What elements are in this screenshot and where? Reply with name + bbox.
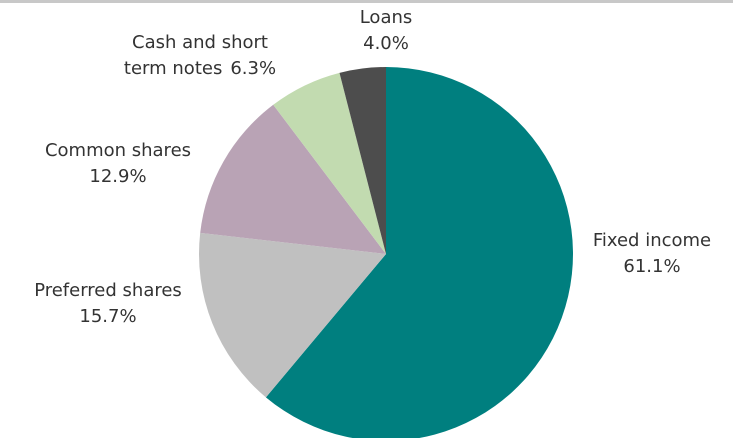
pie-slice [339,67,386,254]
value-label: 15.7% [79,306,137,327]
value-label: 12.9% [89,166,147,187]
value-label: 61.1% [623,256,681,277]
pie-slice [265,67,573,438]
category-label: Preferred shares [34,280,182,301]
slice-label: Cash and short term notes 6.3% [110,30,290,82]
category-label: Common shares [44,140,192,161]
pie-slice [273,72,386,255]
slice-label: Loans 4.0% [326,5,446,57]
pie-slice [199,232,386,398]
slice-label: Common shares 12.9% [8,138,228,190]
value-label: 4.0% [363,33,409,54]
slice-label: Fixed income 61.1% [552,228,733,280]
value-label: 6.3% [230,58,277,79]
pie-slice [200,104,386,254]
category-label: Cash and short term notes [123,32,268,79]
category-label: Loans [359,7,413,28]
slice-label: Preferred shares 15.7% [0,278,218,330]
category-label: Fixed income [592,230,712,251]
